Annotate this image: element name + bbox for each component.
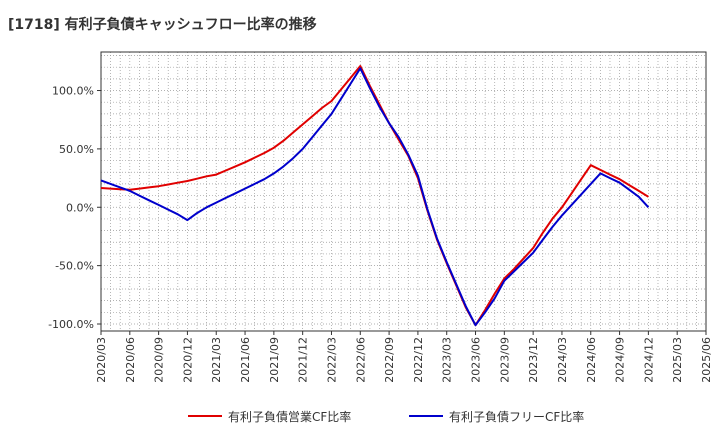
chart-title: [1718] 有利子負債キャッシュフロー比率の推移: [8, 17, 317, 33]
x-tick-label: 2025/03: [671, 337, 684, 383]
x-tick-label: 2020/09: [153, 337, 166, 383]
x-tick-label: 2021/03: [210, 337, 223, 383]
x-tick-label: 2022/09: [383, 337, 396, 383]
x-tick-label: 2022/06: [354, 337, 367, 383]
plot-area: [101, 52, 706, 331]
x-tick-label: 2024/12: [642, 337, 655, 383]
legend-label-2: 有利子負債フリーCF比率: [449, 409, 584, 424]
x-tick-label: 2021/12: [297, 337, 310, 383]
y-tick-label: 0.0%: [66, 201, 94, 214]
plot-border: [100, 51, 707, 332]
y-tick-label: -100.0%: [48, 318, 94, 331]
x-tick-label: 2022/03: [325, 337, 338, 383]
x-tick-label: 2023/12: [527, 337, 540, 383]
y-tick-label: 100.0%: [52, 85, 94, 98]
x-tick-label: 2021/09: [268, 337, 281, 383]
x-tick-label: 2024/03: [556, 337, 569, 383]
x-tick-label: 2023/06: [470, 337, 483, 383]
x-tick-label: 2020/12: [181, 337, 194, 383]
x-tick-label: 2022/12: [412, 337, 425, 383]
legend-label-1: 有利子負債営業CF比率: [228, 409, 351, 424]
x-tick-label: 2023/09: [498, 337, 511, 383]
series-line-2: [100, 67, 650, 327]
x-tick-label: 2020/03: [95, 337, 108, 383]
x-tick-label: 2024/06: [585, 337, 598, 383]
x-tick-label: 2021/06: [239, 337, 252, 383]
x-tick-label: 2024/09: [614, 337, 627, 383]
y-tick-label: 50.0%: [59, 143, 94, 156]
x-tick-label: 2020/06: [124, 337, 137, 383]
series-line-1: [100, 65, 649, 327]
x-tick-label: 2025/06: [700, 337, 713, 383]
y-tick-label: -50.0%: [55, 260, 94, 273]
x-tick-label: 2023/03: [441, 337, 454, 383]
